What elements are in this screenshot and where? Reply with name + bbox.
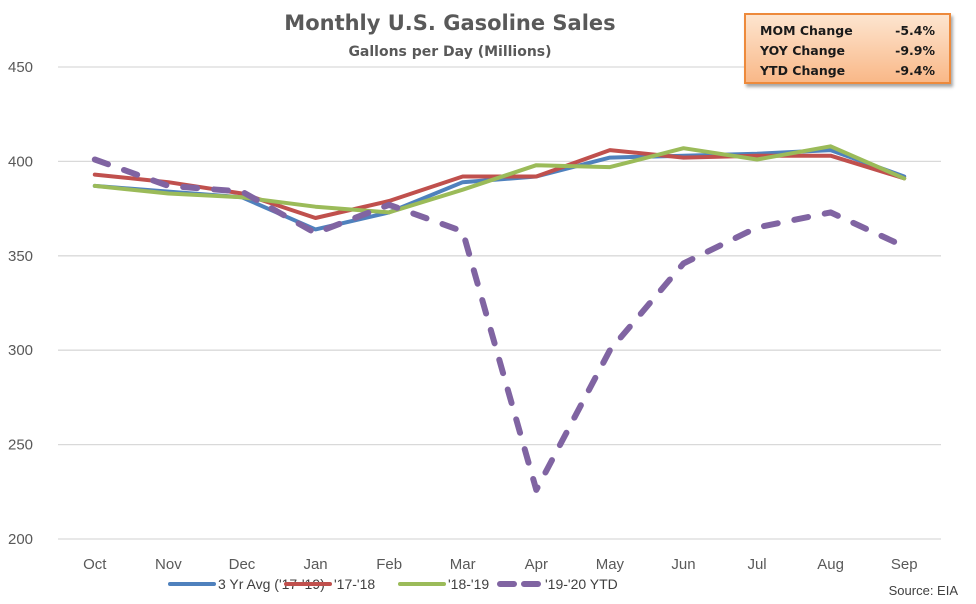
stat-row-yoy: YOY Change -9.9% [760,41,935,61]
stat-value: -5.4% [895,23,935,38]
stat-label: YTD Change [760,63,846,78]
x-tick-label: Oct [83,556,107,573]
x-tick-label: Aug [817,556,844,573]
y-axis-ticks: 200 250 300 350 400 450 [8,59,33,548]
y-tick-label: 250 [8,437,33,454]
x-tick-label: Apr [525,556,548,573]
x-tick-label: Jul [747,556,766,573]
y-tick-label: 350 [8,248,33,265]
stat-row-ytd: YTD Change -9.4% [760,61,935,81]
x-tick-label: Jan [303,556,327,573]
legend-label: '18-'19 [448,576,489,592]
x-tick-label: Feb [376,556,402,573]
series-line-3 [91,156,908,493]
chart-subtitle: Gallons per Day (Millions) [348,44,551,60]
y-tick-label: 450 [8,59,33,76]
x-tick-label: Dec [229,556,256,573]
stat-label: YOY Change [760,43,846,58]
x-tick-label: May [596,556,625,573]
y-tick-label: 200 [8,531,33,548]
legend-label: 3 Yr Avg ('17-'19) [218,576,325,592]
x-tick-label: Sep [891,556,918,573]
y-tick-label: 300 [8,342,33,359]
legend-label: '17-'18 [334,576,375,592]
legend: 3 Yr Avg ('17-'19) '17-'18 '18-'19 '19-'20 … [168,576,618,592]
y-tick-label: 400 [8,153,33,170]
stat-value: -9.4% [895,63,935,78]
gridlines [58,66,941,540]
x-tick-label: Nov [155,556,182,573]
stat-row-mom: MOM Change -5.4% [760,21,935,41]
series-lines [91,144,908,493]
source-note: Source: EIA [889,583,959,598]
x-tick-label: Mar [450,556,476,573]
series-line-2 [92,144,907,215]
chart-title: Monthly U.S. Gasoline Sales [284,11,615,35]
series-line-1 [92,148,907,220]
change-summary-box: MOM Change -5.4% YOY Change -9.9% YTD Ch… [744,13,951,84]
x-axis-ticks: Oct Nov Dec Jan Feb Mar Apr May Jun Jul Aug Sep [83,556,917,573]
stat-value: -9.9% [895,43,935,58]
x-tick-label: Jun [671,556,695,573]
stat-label: MOM Change [760,23,853,38]
legend-label: '19-'20 YTD [545,576,618,592]
